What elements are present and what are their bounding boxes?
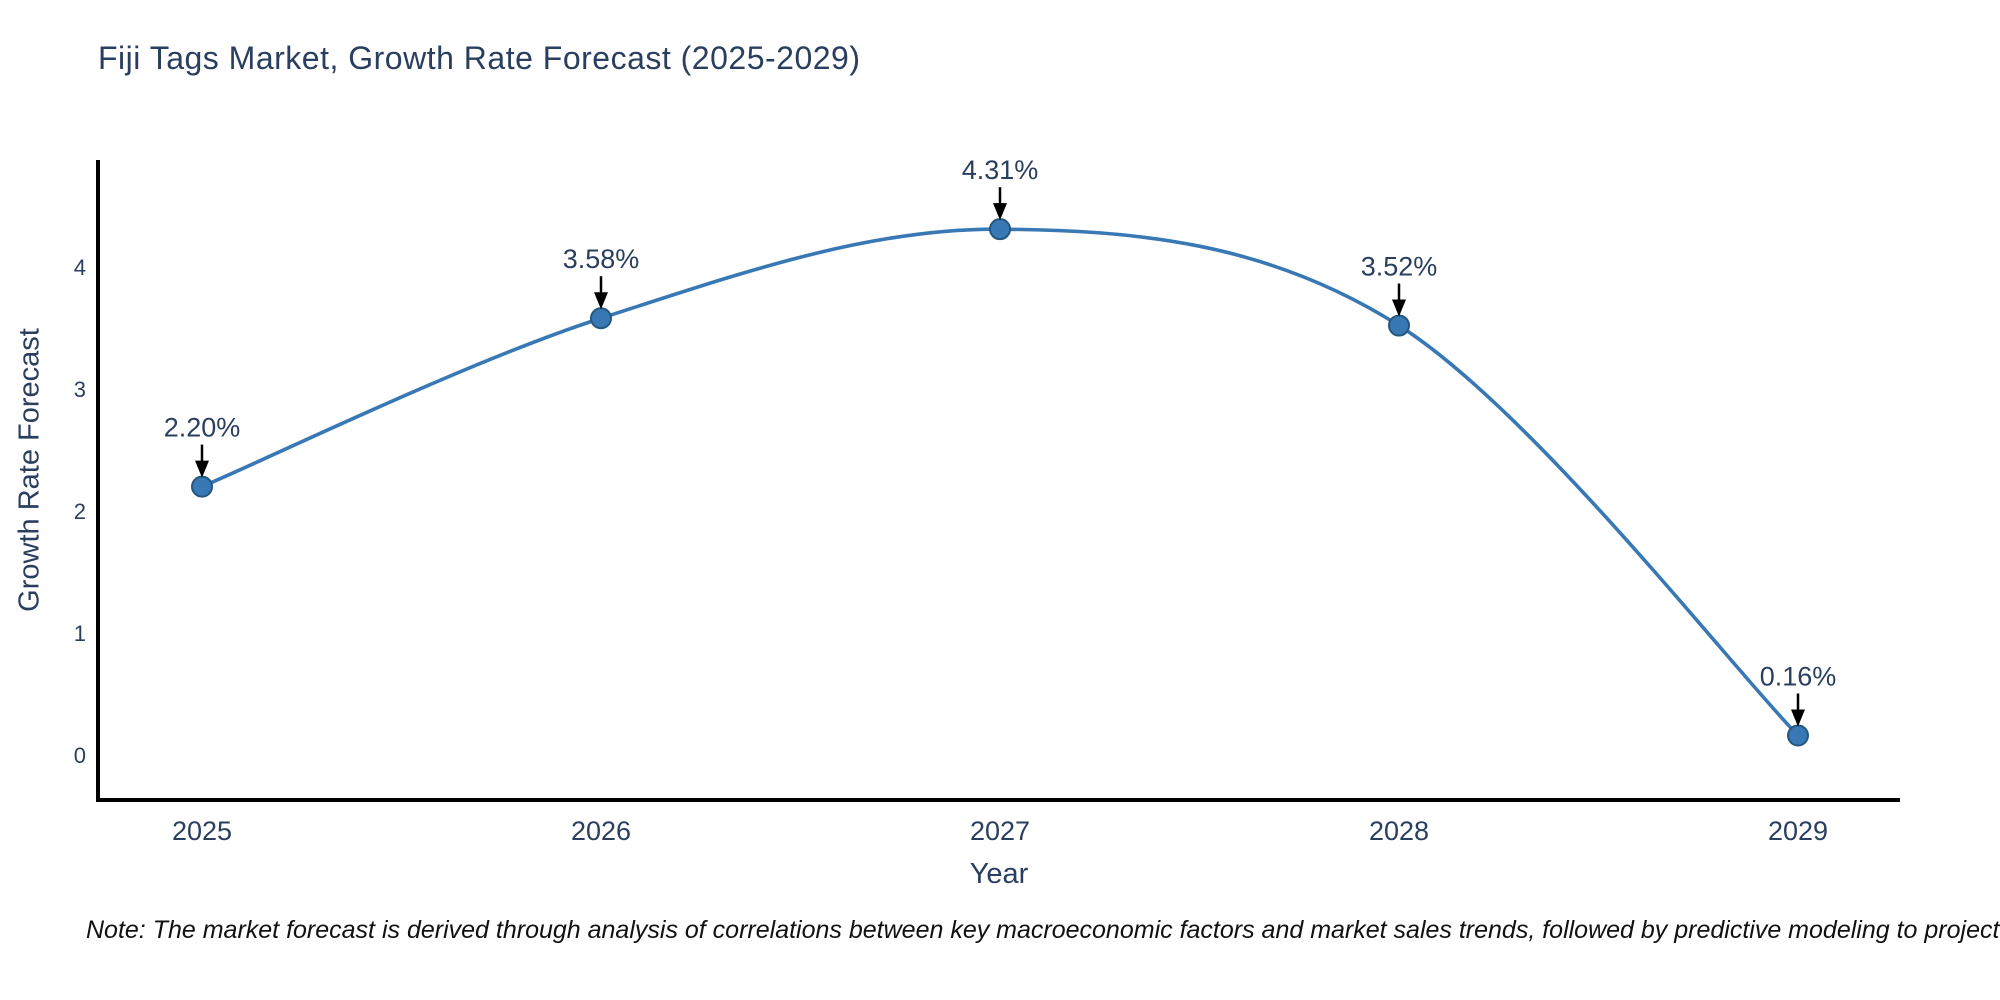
y-tick-label: 4 (74, 255, 86, 280)
annotation-arrow-head (1392, 299, 1406, 317)
forecast-line (200, 227, 1800, 738)
x-axis-title: Year (969, 858, 1029, 890)
x-tick-label: 2027 (970, 816, 1030, 846)
data-label-2029: 0.16% (1760, 661, 1837, 691)
data-point-2028[interactable] (1388, 314, 1410, 337)
annotation-arrow-head (1791, 709, 1805, 727)
y-tick-label: 3 (74, 377, 86, 402)
y-axis-title: Growth Rate Forecast (13, 328, 46, 612)
data-label-2025: 2.20% (164, 413, 241, 443)
x-tick-label: 2026 (571, 816, 631, 846)
annotation-arrow-head (993, 203, 1007, 221)
data-point-2029[interactable] (1787, 724, 1809, 747)
y-tick-label: 1 (74, 621, 86, 646)
data-label-2026: 3.58% (563, 244, 640, 274)
data-point-2026[interactable] (590, 307, 612, 330)
y-tick-label: 0 (74, 743, 86, 768)
data-label-2028: 3.52% (1361, 252, 1438, 282)
chart-title: Fiji Tags Market, Growth Rate Forecast (… (98, 40, 861, 76)
annotation-arrow-head (594, 292, 608, 310)
footnote: Note: The market forecast is derived thr… (86, 916, 2000, 944)
annotation-arrow-head (195, 460, 209, 478)
x-tick-label: 2029 (1768, 816, 1828, 846)
data-point-2027[interactable] (989, 218, 1011, 241)
data-label-2027: 4.31% (962, 155, 1039, 185)
y-tick-label: 2 (74, 499, 86, 524)
x-tick-label: 2025 (172, 816, 232, 846)
x-tick-label: 2028 (1369, 816, 1429, 846)
data-point-2025[interactable] (191, 475, 213, 498)
